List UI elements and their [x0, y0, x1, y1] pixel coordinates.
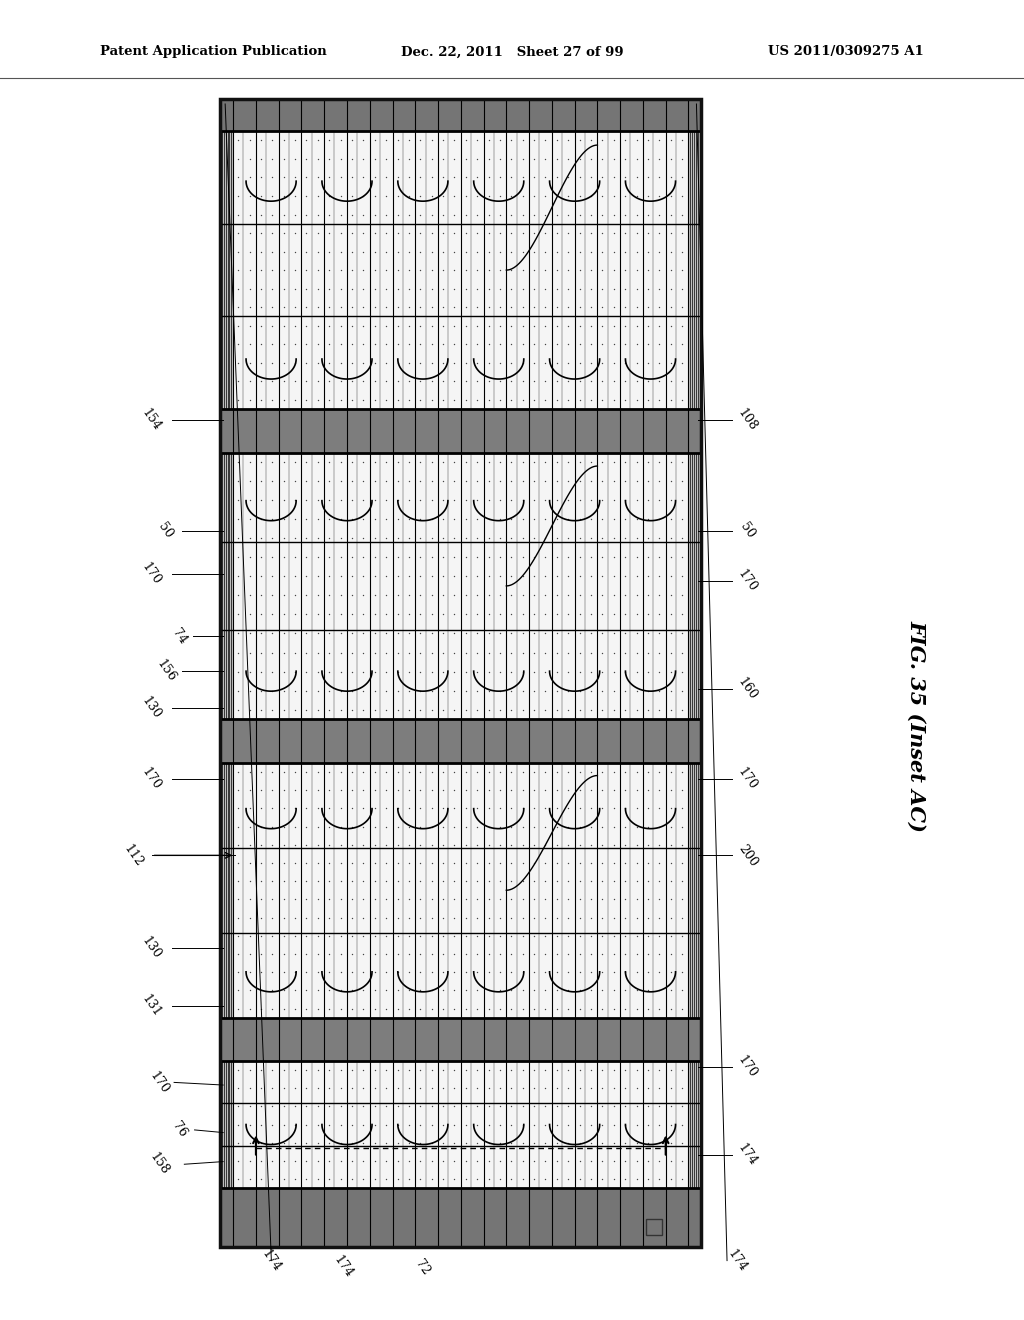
Text: 170: 170 — [735, 766, 760, 792]
Bar — [688, 131, 701, 409]
Text: 174: 174 — [725, 1247, 750, 1274]
Text: US 2011/0309275 A1: US 2011/0309275 A1 — [768, 45, 924, 58]
Text: 160: 160 — [735, 676, 760, 702]
Bar — [220, 1018, 701, 1061]
Text: 130: 130 — [139, 935, 164, 961]
Text: 156: 156 — [154, 657, 178, 684]
Bar — [220, 409, 701, 453]
Bar — [220, 99, 701, 1247]
Text: Patent Application Publication: Patent Application Publication — [100, 45, 327, 58]
Bar — [646, 1220, 663, 1236]
Text: 108: 108 — [735, 407, 760, 433]
Bar — [220, 719, 701, 763]
Bar — [220, 99, 701, 131]
Text: 174: 174 — [259, 1247, 284, 1274]
Bar — [688, 453, 701, 719]
Bar — [220, 453, 233, 719]
Text: Dec. 22, 2011   Sheet 27 of 99: Dec. 22, 2011 Sheet 27 of 99 — [400, 45, 624, 58]
Bar — [220, 131, 233, 409]
Text: 170: 170 — [139, 766, 164, 792]
Text: 50: 50 — [737, 520, 758, 541]
Bar — [688, 1061, 701, 1188]
Text: 72: 72 — [412, 1257, 432, 1278]
Text: 131: 131 — [139, 993, 164, 1019]
Text: 170: 170 — [139, 561, 164, 587]
Text: 50: 50 — [156, 520, 176, 541]
Bar — [220, 1188, 701, 1247]
Text: 170: 170 — [735, 1053, 760, 1080]
Text: 174: 174 — [331, 1254, 355, 1280]
Text: 154: 154 — [139, 407, 164, 433]
Text: FIG. 35 (Inset AC): FIG. 35 (Inset AC) — [906, 620, 927, 832]
Bar — [220, 1061, 233, 1188]
Text: 112: 112 — [121, 842, 145, 869]
Bar — [220, 99, 701, 1247]
Text: 76: 76 — [169, 1119, 189, 1140]
Bar — [688, 763, 701, 1018]
Bar — [220, 763, 233, 1018]
Text: 158: 158 — [146, 1151, 171, 1177]
Text: 74: 74 — [169, 626, 189, 647]
Text: 170: 170 — [146, 1069, 171, 1096]
Text: 174: 174 — [735, 1142, 760, 1168]
Text: 170: 170 — [735, 568, 760, 594]
Text: 130: 130 — [139, 694, 164, 721]
Text: 200: 200 — [735, 842, 760, 869]
